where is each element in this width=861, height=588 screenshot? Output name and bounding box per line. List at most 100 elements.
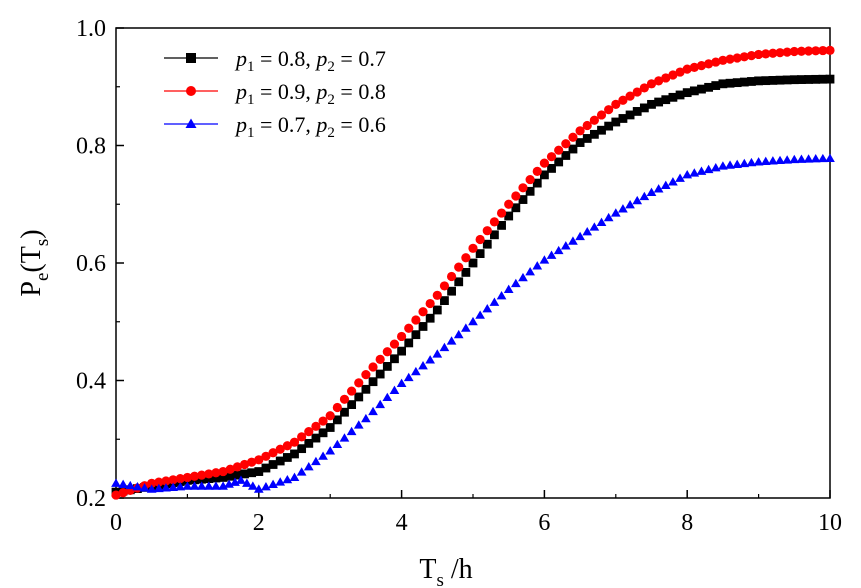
data-point — [625, 199, 635, 209]
data-point — [739, 158, 750, 168]
data-point — [654, 97, 664, 107]
y-tick-label: 0.4 — [76, 369, 106, 395]
data-point — [518, 195, 528, 204]
data-point — [818, 74, 828, 84]
data-point — [646, 187, 657, 197]
data-point — [582, 134, 592, 143]
data-point — [482, 303, 493, 313]
data-point — [604, 105, 614, 115]
data-point — [718, 55, 728, 65]
data-point — [475, 310, 485, 319]
data-point — [575, 231, 585, 241]
data-point — [318, 416, 328, 426]
data-point — [518, 183, 528, 193]
data-point — [646, 79, 657, 89]
data-point — [482, 239, 492, 249]
data-point — [682, 170, 693, 179]
data-point — [118, 479, 128, 489]
data-point — [804, 75, 813, 84]
data-point — [368, 377, 378, 387]
x-tick-label: 4 — [396, 510, 408, 536]
data-point — [240, 469, 249, 479]
data-point — [425, 298, 435, 309]
series-circle — [111, 45, 835, 500]
data-point — [789, 154, 800, 164]
data-point — [132, 481, 143, 491]
data-point — [597, 125, 606, 135]
data-point — [532, 166, 542, 176]
legend-p1-value: 0.7 — [278, 112, 306, 137]
data-point — [732, 78, 742, 88]
data-point — [432, 305, 442, 315]
data-point — [718, 161, 728, 170]
y-axis-title-main: P — [16, 281, 47, 297]
y-axis-ticks: 0.2 0.4 0.6 0.8 1.0 — [76, 16, 124, 512]
data-point — [311, 433, 321, 443]
data-point — [782, 47, 792, 57]
data-point — [390, 354, 399, 364]
data-point — [639, 83, 649, 93]
data-point — [375, 399, 386, 409]
data-point — [161, 483, 171, 492]
data-point — [146, 484, 157, 493]
data-point — [696, 61, 707, 71]
legend-item: p1 = 0.8, p2 = 0.7 — [164, 46, 386, 75]
data-point — [803, 154, 814, 163]
data-point — [746, 51, 757, 61]
data-point — [632, 87, 642, 97]
series-square — [111, 74, 835, 497]
data-point — [332, 402, 342, 413]
data-point — [789, 75, 799, 85]
legend-item: p1 = 0.9, p2 = 0.8 — [164, 79, 386, 108]
data-point — [189, 471, 200, 481]
data-point — [261, 481, 271, 491]
data-point — [761, 49, 771, 59]
data-point — [582, 120, 592, 131]
data-point — [610, 208, 621, 217]
legend-p1-value: 0.9 — [278, 79, 306, 104]
data-point — [418, 360, 428, 370]
data-point — [525, 174, 535, 185]
data-point — [689, 168, 700, 177]
data-point — [403, 372, 414, 382]
data-point — [396, 378, 407, 387]
data-point — [311, 456, 321, 466]
data-point — [811, 74, 821, 84]
data-point — [711, 81, 721, 90]
data-point — [225, 464, 235, 474]
data-point — [368, 406, 378, 416]
data-point — [482, 226, 492, 236]
data-point — [346, 426, 357, 436]
data-point — [611, 99, 621, 109]
data-point — [818, 153, 828, 163]
legend-label: p1 = 0.8, p2 = 0.7 — [234, 46, 386, 75]
data-point — [447, 286, 456, 296]
y-tick-label: 0.6 — [76, 251, 106, 277]
data-point — [768, 156, 778, 165]
data-point — [318, 428, 328, 438]
y-tick-label: 1.0 — [76, 16, 106, 42]
data-point — [397, 331, 407, 342]
legend-p1-value: 0.8 — [278, 46, 306, 71]
data-point — [248, 481, 258, 490]
data-point — [653, 184, 664, 193]
data-point — [411, 315, 421, 325]
data-point — [789, 46, 799, 57]
data-point — [268, 448, 278, 458]
data-point — [282, 474, 293, 484]
data-point — [560, 241, 571, 250]
data-point — [397, 346, 406, 356]
data-point — [546, 250, 557, 259]
data-point — [111, 478, 121, 487]
x-axis-title-suffix: /h — [444, 554, 473, 585]
data-point — [639, 191, 650, 201]
data-point — [540, 170, 549, 180]
y-axis-title-arg-sub: s — [32, 239, 53, 246]
data-point — [446, 271, 457, 282]
legend-marker — [186, 53, 196, 63]
data-point — [275, 456, 285, 466]
data-point — [596, 110, 607, 120]
data-point — [768, 76, 778, 85]
data-point — [810, 154, 821, 163]
data-point — [340, 407, 349, 417]
